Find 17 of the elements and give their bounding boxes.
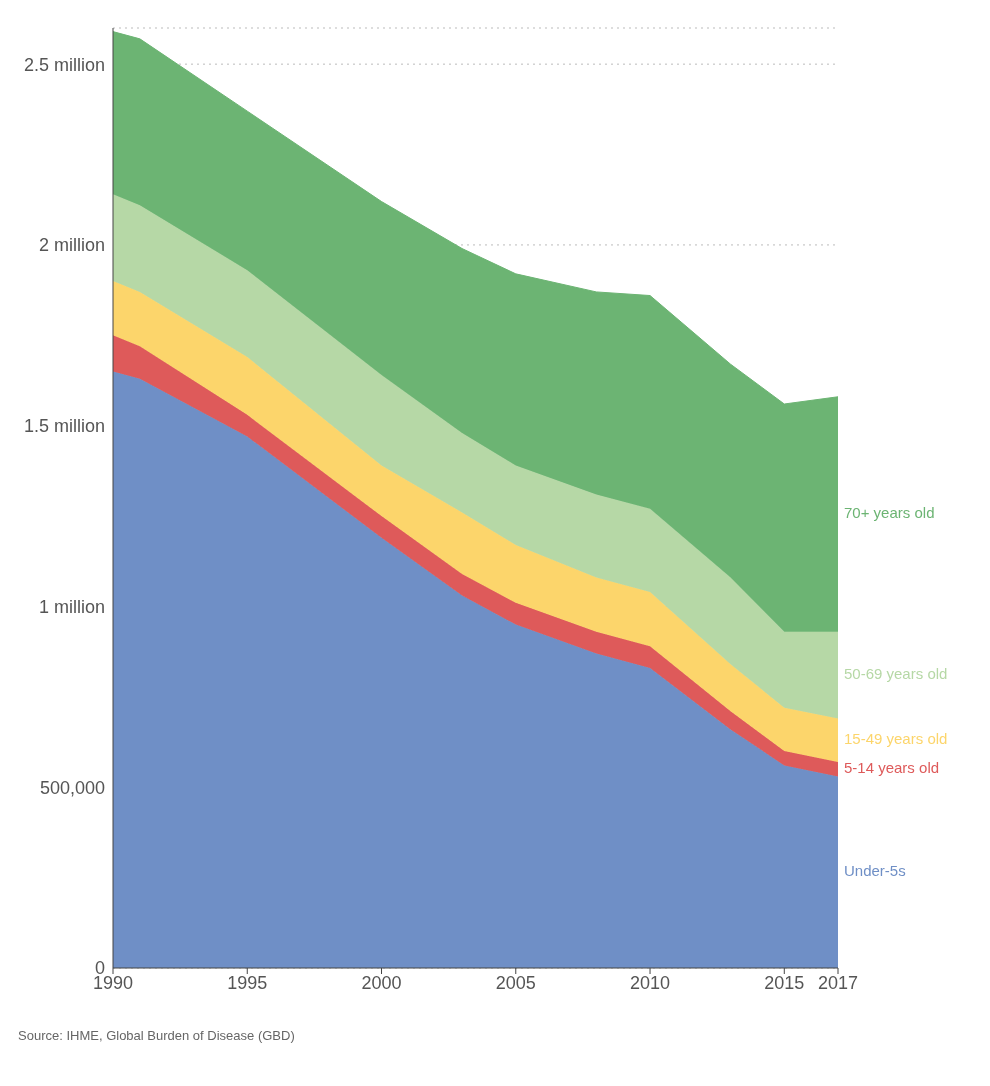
y-tick-label: 1 million [38,596,105,617]
source-note: Source: IHME, Global Burden of Disease (GBD) [18,1028,296,1043]
x-tick-label: 2017 [817,972,859,993]
series-label: 15-49 years old [844,730,948,748]
x-tick-label: 2000 [361,972,402,993]
y-tick-label: 2.5 million [23,54,105,75]
y-tick-label: 2 million [38,235,105,256]
series-label: 50-69 years old [844,665,948,683]
x-tick-label: 2010 [630,972,671,993]
series-label: 5-14 years old [844,759,940,777]
y-tick-label: 1.5 million [23,416,105,437]
y-tick-label: 500,000 [39,777,105,798]
series-label: 70+ years old [844,504,935,522]
x-tick-label: 1995 [227,972,268,993]
x-tick-label: 2015 [764,972,805,993]
x-tick-label: 2005 [495,972,536,993]
series-label: Under-5s [844,862,906,880]
